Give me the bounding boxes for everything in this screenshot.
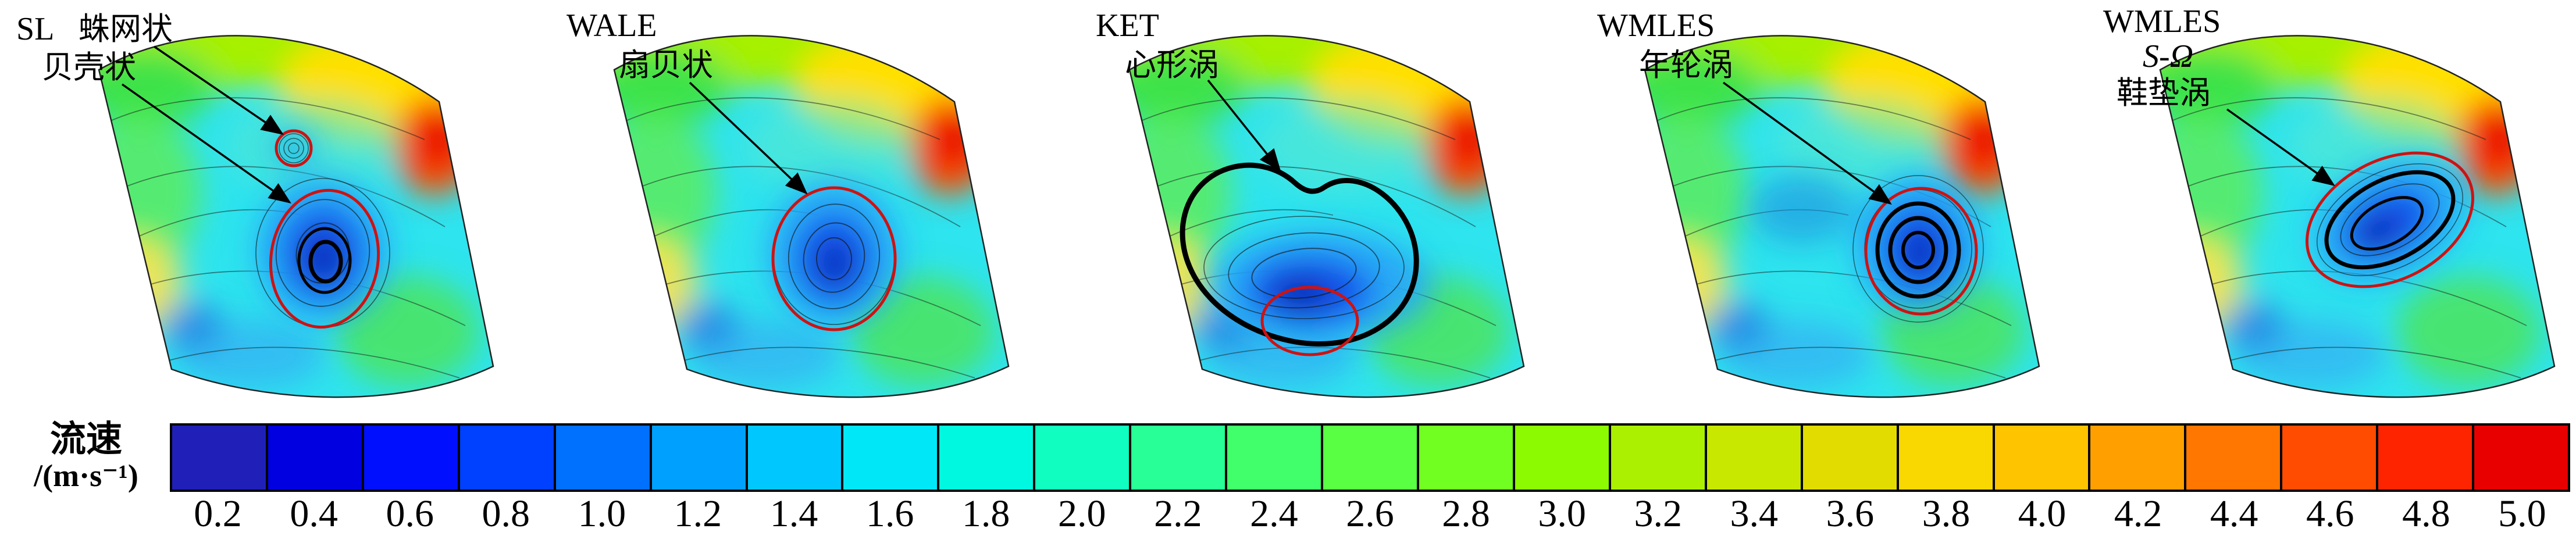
colorbar-segment bbox=[2186, 426, 2283, 490]
colorbar-tick: 4.6 bbox=[2306, 492, 2354, 535]
colorbar-segment bbox=[2474, 426, 2568, 490]
colorbar-tick: 3.8 bbox=[1922, 492, 1971, 535]
contour-ring-vortex bbox=[1875, 201, 1961, 299]
colorbar-tick: 4.8 bbox=[2402, 492, 2450, 535]
colorbar-segment bbox=[651, 426, 748, 490]
panel-ket: KET 心形涡 bbox=[1096, 8, 1525, 398]
colorbar-tick: 1.4 bbox=[769, 492, 818, 535]
leader-line-shell bbox=[121, 83, 291, 204]
colorbar-tick: 0.8 bbox=[482, 492, 530, 535]
colorbar-label-text: 流速 bbox=[49, 420, 122, 459]
contour-insole-vortex bbox=[2324, 170, 2456, 270]
colorbar-segment bbox=[1323, 426, 1419, 490]
colorbar-tick: 3.0 bbox=[1538, 492, 1586, 535]
colorbar-tick: 2.8 bbox=[1442, 492, 1490, 535]
colorbar-tick: 1.2 bbox=[674, 492, 722, 535]
colorbar-segment bbox=[1419, 426, 1515, 490]
flow-field-wmles bbox=[1598, 0, 2064, 416]
annotation-ellipse-scallop bbox=[771, 186, 897, 331]
contour-heart-vortex bbox=[1180, 162, 1419, 347]
colorbar-segment bbox=[1611, 426, 1707, 490]
colorbar-tick: 1.0 bbox=[578, 492, 626, 535]
model-label-wmles2: WMLES bbox=[2103, 3, 2221, 40]
model-label-wale: WALE bbox=[566, 8, 657, 44]
colorbar-segment bbox=[459, 426, 556, 490]
annotation-label-heart: 心形涡 bbox=[1125, 48, 1219, 83]
colorbar-segment bbox=[1515, 426, 1611, 490]
colorbar-label: 流速 /(m·s⁻¹) bbox=[7, 420, 165, 494]
colorbar-tick: 0.4 bbox=[290, 492, 338, 535]
colorbar-tick: 0.2 bbox=[194, 492, 242, 535]
panels-canvas: SL 蛛网状 贝壳状 WALE 扇贝状 bbox=[16, 0, 2576, 416]
colorbar-segment bbox=[172, 426, 268, 490]
model-label-ket: KET bbox=[1096, 8, 1159, 44]
leader-line-insole bbox=[2226, 108, 2335, 187]
colorbar-segment bbox=[364, 426, 460, 490]
colorbar-segments bbox=[170, 423, 2570, 492]
flow-field-wale bbox=[568, 0, 1033, 416]
annotation-ellipse-spiderweb bbox=[275, 129, 313, 167]
colorbar-tick: 4.0 bbox=[2018, 492, 2066, 535]
colorbar-unit: /(m·s⁻¹) bbox=[34, 458, 138, 494]
annotation-ellipse-insole bbox=[2306, 151, 2474, 288]
colorbar-segment bbox=[747, 426, 844, 490]
colorbar-segment bbox=[1898, 426, 1995, 490]
model-label-wmles: WMLES bbox=[1597, 8, 1715, 44]
colorbar-segment bbox=[2282, 426, 2379, 490]
colorbar-tick: 1.6 bbox=[865, 492, 914, 535]
panel-wale: WALE 扇贝状 bbox=[566, 0, 1033, 416]
colorbar-tick: 2.6 bbox=[1346, 492, 1394, 535]
flow-field-sl bbox=[52, 0, 518, 416]
flow-field-wmles-s-omega bbox=[2114, 0, 2576, 416]
colorbar-tick: 3.4 bbox=[1730, 492, 1779, 535]
colorbar-segment bbox=[1994, 426, 2091, 490]
annotation-ellipse-heart-core bbox=[1260, 285, 1359, 356]
colorbar-tick: 2.2 bbox=[1154, 492, 1202, 535]
leader-line-heart bbox=[1207, 79, 1281, 172]
panel-sl: SL 蛛网状 贝壳状 bbox=[16, 0, 518, 416]
annotation-label-shell: 贝壳状 bbox=[42, 50, 136, 85]
colorbar-segment bbox=[1802, 426, 1899, 490]
colorbar-tick: 5.0 bbox=[2498, 492, 2546, 535]
colorbar-tick: 1.8 bbox=[961, 492, 1010, 535]
colorbar-tick: 3.6 bbox=[1826, 492, 1875, 535]
panel-wmles: WMLES 年轮涡 bbox=[1597, 0, 2064, 416]
colorbar-segment bbox=[1706, 426, 1803, 490]
model-sublabel-s-omega: S-Ω bbox=[2143, 38, 2193, 74]
colorbar-tick: 0.6 bbox=[386, 492, 434, 535]
annotation-ellipse-shell bbox=[269, 188, 380, 329]
colorbar-tick: 4.2 bbox=[2114, 492, 2162, 535]
annotation-label-scallop: 扇贝状 bbox=[619, 48, 713, 83]
leader-line-ring bbox=[1722, 81, 1892, 205]
colorbar-tick: 3.2 bbox=[1634, 492, 1682, 535]
colorbar-segment bbox=[2378, 426, 2475, 490]
colorbar-segment bbox=[555, 426, 652, 490]
colorbar-segment bbox=[1227, 426, 1324, 490]
colorbar-tick: 2.4 bbox=[1250, 492, 1298, 535]
annotation-label-insole: 鞋垫涡 bbox=[2117, 76, 2211, 110]
annotation-label-spiderweb: 蛛网状 bbox=[79, 12, 173, 47]
annotation-ellipse-ring bbox=[1864, 187, 1978, 316]
colorbar-segment bbox=[268, 426, 364, 490]
colorbar-tick: 4.4 bbox=[2210, 492, 2258, 535]
colorbar-segment bbox=[1131, 426, 1228, 490]
colorbar-segment bbox=[843, 426, 940, 490]
contour-shell-vortex bbox=[297, 227, 352, 294]
colorbar-ticks: 0.2 0.4 0.6 0.8 1.0 1.2 1.4 1.6 1.8 2.0 2.2 2.4 2.6 2… bbox=[170, 492, 2570, 536]
model-label-sl: SL bbox=[16, 11, 54, 47]
colorbar-segment bbox=[1035, 426, 1132, 490]
colorbar-segment bbox=[939, 426, 1036, 490]
colorbar-segment bbox=[2090, 426, 2187, 490]
panel-wmles-s-omega: WMLES S-Ω 鞋垫涡 bbox=[2103, 0, 2576, 416]
leader-line-scallop bbox=[689, 81, 808, 195]
leader-line-spiderweb bbox=[154, 45, 284, 135]
annotation-label-ring: 年轮涡 bbox=[1639, 48, 1733, 83]
colorbar-tick: 2.0 bbox=[1057, 492, 1106, 535]
